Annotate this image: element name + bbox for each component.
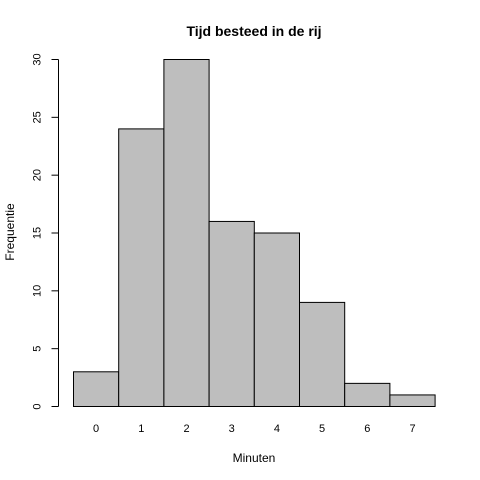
- x-tick-label-1: 1: [138, 423, 144, 435]
- x-tick-label-7: 7: [409, 423, 415, 435]
- bar-3: [208, 220, 255, 407]
- x-axis-label: Minuten: [233, 451, 276, 465]
- bar-1: [118, 128, 165, 407]
- y-tick-label-5: 5: [32, 346, 44, 352]
- x-tick-label-2: 2: [183, 423, 189, 435]
- x-tick-label-0: 0: [93, 423, 99, 435]
- y-tick-label-0: 0: [32, 403, 44, 409]
- x-tick-label-3: 3: [229, 423, 235, 435]
- bar-6: [344, 382, 391, 408]
- bar-2: [163, 59, 210, 407]
- y-tick-label-25: 25: [32, 111, 44, 123]
- x-tick-label-4: 4: [274, 423, 280, 435]
- bar-0: [73, 371, 120, 407]
- bar-7: [389, 394, 436, 407]
- y-tick-label-20: 20: [32, 169, 44, 181]
- y-tick-label-10: 10: [32, 285, 44, 297]
- bar-5: [299, 301, 346, 407]
- bar-4: [253, 232, 301, 407]
- chart-title: Tijd besteed in de rij: [186, 23, 321, 39]
- y-tick-label-15: 15: [32, 227, 44, 239]
- y-axis-label: Frequentie: [3, 203, 17, 261]
- y-axis: 0 5 10 15 20 25 30: [32, 53, 59, 410]
- x-tick-labels: 0 1 2 3 4 5 6 7: [93, 423, 416, 435]
- x-tick-label-6: 6: [364, 423, 370, 435]
- x-tick-label-5: 5: [319, 423, 325, 435]
- bars-group: [73, 59, 436, 408]
- y-tick-label-30: 30: [32, 53, 44, 65]
